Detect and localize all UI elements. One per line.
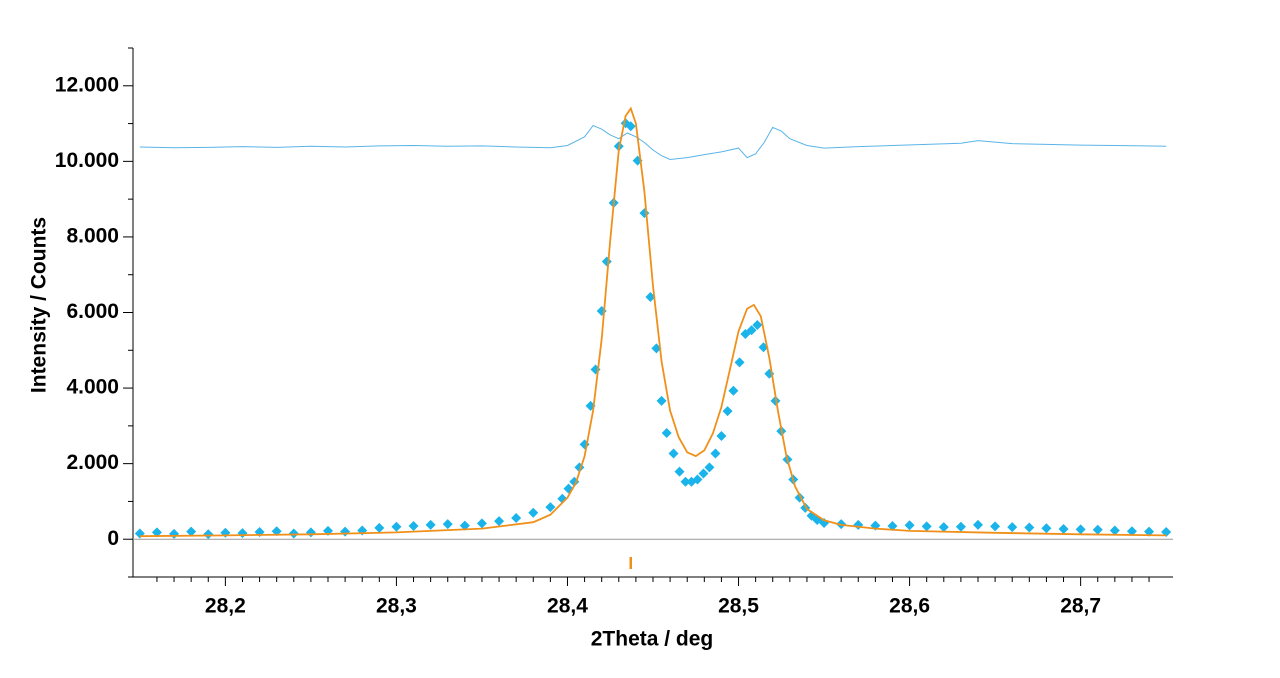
data-point xyxy=(904,520,915,531)
data-point xyxy=(601,256,612,267)
x-tick-label: 28,5 xyxy=(718,595,759,618)
data-point xyxy=(973,519,983,530)
data-point xyxy=(680,476,691,487)
data-point xyxy=(625,121,636,132)
data-point xyxy=(545,502,556,513)
data-point xyxy=(734,357,745,368)
data-point xyxy=(1024,522,1035,533)
data-point xyxy=(305,527,316,538)
data-point xyxy=(853,519,864,530)
data-point xyxy=(921,521,932,532)
data-point xyxy=(408,520,419,531)
y-axis-title: Intensity / Counts xyxy=(28,217,51,393)
data-point xyxy=(203,529,214,540)
data-point xyxy=(1075,524,1086,535)
series-line xyxy=(139,106,1167,538)
y-tick-label: 12.000 xyxy=(55,73,119,96)
data-point xyxy=(698,468,709,479)
data-point xyxy=(340,526,351,537)
data-point xyxy=(391,521,402,532)
x-tick-label: 28,4 xyxy=(547,595,588,618)
data-point xyxy=(1109,525,1120,536)
data-point xyxy=(656,395,667,406)
x-tick-label: 28,2 xyxy=(205,595,246,618)
y-tick-label: 4.000 xyxy=(66,376,119,399)
data-point xyxy=(1126,526,1137,537)
data-point xyxy=(459,520,470,531)
data-point xyxy=(1041,523,1052,534)
data-point xyxy=(1092,524,1103,535)
data-point xyxy=(692,474,703,485)
y-tick-label: 6.000 xyxy=(66,300,119,323)
x-tick-label: 28,7 xyxy=(1060,595,1101,618)
data-point xyxy=(752,319,763,330)
data-point xyxy=(728,385,739,396)
data-point xyxy=(887,520,898,531)
data-point xyxy=(288,528,299,539)
x-tick-label: 28,3 xyxy=(376,595,417,618)
data-point xyxy=(955,521,966,532)
data-point xyxy=(528,507,539,518)
x-axis-title: 2Theta / deg xyxy=(591,628,714,651)
data-point xyxy=(668,448,679,459)
data-point xyxy=(186,526,197,537)
data-point xyxy=(704,462,715,473)
x-tick-label: 28,6 xyxy=(889,595,930,618)
data-point xyxy=(511,513,522,524)
data-point xyxy=(237,528,248,539)
data-point xyxy=(938,522,949,533)
data-point xyxy=(1007,522,1018,533)
data-point xyxy=(710,448,721,459)
data-point xyxy=(990,521,1001,532)
y-tick-label: 0 xyxy=(107,527,119,550)
data-point xyxy=(722,406,733,417)
data-point xyxy=(645,292,656,303)
data-point xyxy=(169,528,180,539)
data-point xyxy=(661,428,672,439)
y-tick-label: 10.000 xyxy=(55,149,119,172)
data-point xyxy=(151,527,162,538)
y-tick-label: 8.000 xyxy=(66,224,119,247)
data-point xyxy=(1144,526,1155,537)
data-point xyxy=(374,522,385,533)
data-point xyxy=(494,516,505,527)
data-point xyxy=(746,325,757,336)
data-point xyxy=(639,208,650,219)
data-point xyxy=(442,519,453,530)
data-point xyxy=(716,431,727,442)
data-point xyxy=(476,518,487,529)
series-line xyxy=(139,124,1167,161)
data-point xyxy=(1058,524,1069,535)
data-point xyxy=(271,526,282,537)
data-point xyxy=(800,502,811,513)
data-point xyxy=(674,466,685,477)
data-point xyxy=(425,519,436,530)
y-tick-label: 2.000 xyxy=(66,451,119,474)
